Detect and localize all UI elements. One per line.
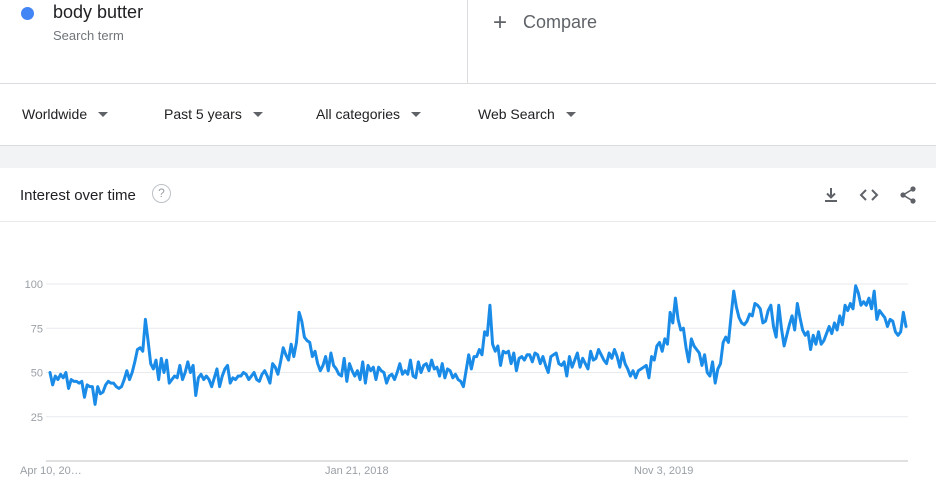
region-dropdown[interactable]: Worldwide	[22, 106, 109, 122]
time-range-label: Past 5 years	[164, 106, 242, 122]
search-type-label: Web Search	[478, 106, 555, 122]
caret-down-icon	[252, 111, 263, 117]
y-tick-label: 50	[31, 368, 43, 380]
time-range-dropdown[interactable]: Past 5 years	[164, 106, 263, 122]
download-icon[interactable]	[820, 184, 842, 206]
filter-bar: Worldwide Past 5 years All categories We…	[0, 84, 936, 146]
term-name[interactable]: body butter	[53, 2, 144, 22]
embed-code-icon[interactable]	[858, 184, 880, 206]
caret-down-icon	[565, 111, 576, 117]
category-dropdown[interactable]: All categories	[316, 106, 422, 122]
x-tick-label: Apr 10, 20…	[20, 465, 82, 477]
search-term-card[interactable]: body butter Search term	[0, 0, 468, 83]
y-tick-label: 100	[25, 279, 43, 291]
y-tick-label: 75	[31, 323, 43, 335]
y-tick-label: 25	[31, 412, 43, 424]
help-icon[interactable]: ?	[152, 184, 171, 203]
category-label: All categories	[316, 106, 401, 122]
caret-down-icon	[411, 111, 422, 117]
x-tick-label: Nov 3, 2019	[634, 465, 693, 477]
interest-over-time-chart: 25 50 75 100 Apr 10, 20… Jan 21, 2018 Nov 3, …	[20, 279, 908, 477]
caret-down-icon	[98, 111, 109, 117]
card-title: Interest over time	[20, 187, 136, 204]
search-term-bar: body butter Search term + Compare	[0, 0, 936, 84]
compare-button[interactable]: + Compare	[493, 8, 598, 36]
plus-icon: +	[493, 8, 508, 36]
share-icon[interactable]	[897, 184, 919, 206]
series-line[interactable]	[48, 284, 908, 406]
term-color-dot	[21, 7, 34, 20]
x-tick-label: Jan 21, 2018	[325, 465, 389, 477]
compare-label: Compare	[523, 12, 598, 32]
search-type-dropdown[interactable]: Web Search	[478, 106, 576, 122]
card-header: Interest over time ?	[0, 168, 936, 222]
section-spacer	[0, 146, 936, 168]
term-subtitle: Search term	[53, 28, 124, 43]
region-label: Worldwide	[22, 106, 88, 122]
